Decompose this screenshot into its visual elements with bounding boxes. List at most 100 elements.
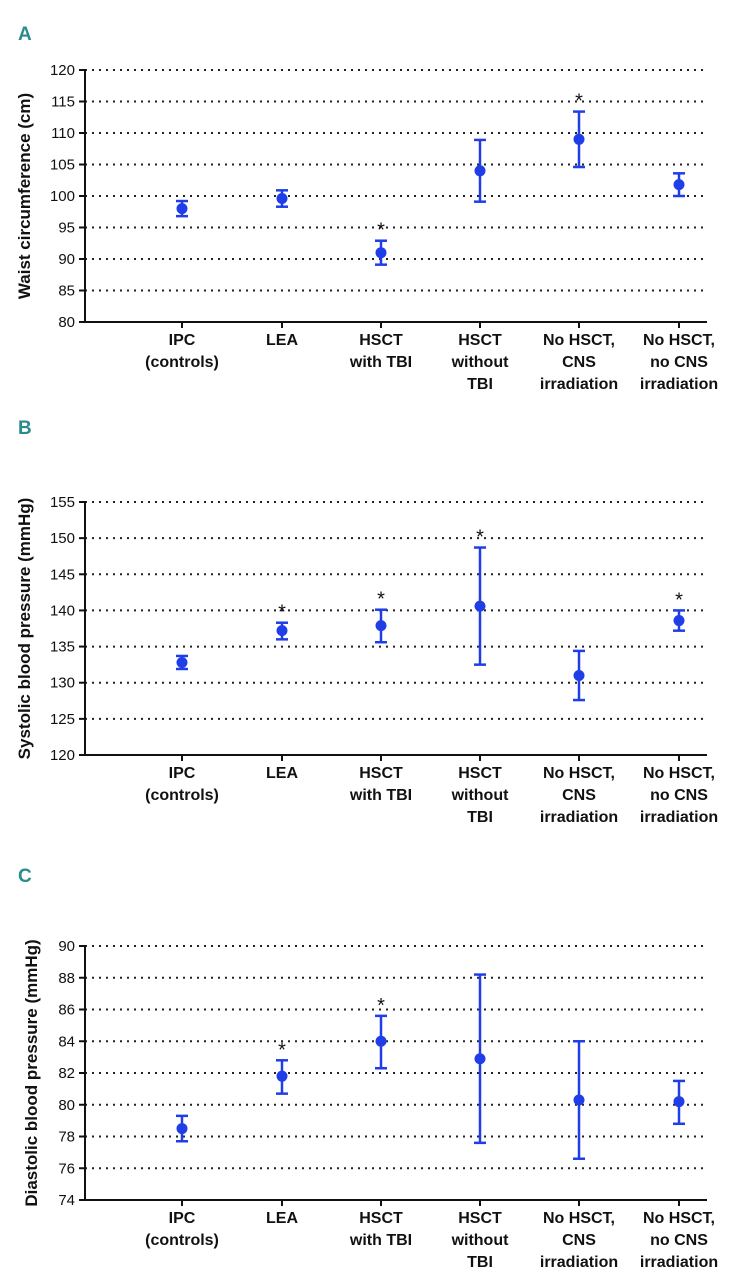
x-category-label: (controls) <box>145 354 219 371</box>
data-point <box>474 1053 486 1065</box>
x-category-label: IPC <box>169 332 196 349</box>
y-tick-label: 130 <box>50 675 75 692</box>
x-category-label: HSCT <box>359 765 403 782</box>
y-tick-label: 80 <box>58 314 75 331</box>
data-point <box>573 133 585 145</box>
significance-marker: * <box>377 220 385 242</box>
data-point <box>176 203 188 215</box>
x-category-label: LEA <box>266 765 298 782</box>
y-tick-label: 78 <box>58 1129 75 1146</box>
x-category-label: irradiation <box>640 1254 718 1271</box>
y-tick-label: 155 <box>50 494 75 511</box>
y-tick-label: 145 <box>50 566 75 583</box>
data-point <box>474 165 486 177</box>
significance-marker: * <box>377 995 385 1017</box>
data-point <box>673 615 685 627</box>
data-point <box>276 193 288 205</box>
x-category-label: irradiation <box>640 809 718 826</box>
x-category-label: without <box>451 1232 510 1249</box>
x-category-label: HSCT <box>359 1210 403 1227</box>
significance-marker: * <box>476 527 484 549</box>
x-category-label: no CNS <box>650 354 708 371</box>
significance-marker: * <box>675 589 683 611</box>
y-tick-label: 90 <box>58 251 75 268</box>
x-category-label: no CNS <box>650 1232 708 1249</box>
x-category-label: with TBI <box>349 354 412 371</box>
x-category-label: TBI <box>467 376 493 393</box>
panel-letter: B <box>18 418 32 439</box>
x-category-label: no CNS <box>650 787 708 804</box>
y-tick-label: 115 <box>51 94 75 111</box>
y-tick-label: 74 <box>58 1192 75 1209</box>
y-tick-label: 90 <box>58 938 75 955</box>
data-point <box>176 1123 188 1135</box>
data-point <box>276 1070 288 1082</box>
x-category-label: CNS <box>562 787 596 804</box>
x-category-label: No HSCT, <box>543 765 615 782</box>
significance-marker: * <box>377 589 385 611</box>
x-category-label: HSCT <box>458 765 502 782</box>
x-category-label: with TBI <box>349 1232 412 1249</box>
y-tick-label: 135 <box>50 639 75 656</box>
data-point <box>573 669 585 681</box>
x-category-label: HSCT <box>458 332 502 349</box>
panel-letter: C <box>18 866 32 887</box>
y-tick-label: 110 <box>51 125 75 142</box>
panel-letter: A <box>18 24 32 45</box>
x-category-label: without <box>451 354 510 371</box>
x-category-label: HSCT <box>359 332 403 349</box>
data-point <box>573 1094 585 1106</box>
x-category-label: No HSCT, <box>543 332 615 349</box>
y-tick-label: 88 <box>58 970 75 987</box>
x-category-label: No HSCT, <box>543 1210 615 1227</box>
x-category-label: (controls) <box>145 787 219 804</box>
x-category-label: without <box>451 787 510 804</box>
y-tick-label: 150 <box>50 530 75 547</box>
x-category-label: irradiation <box>540 376 618 393</box>
x-category-label: (controls) <box>145 1232 219 1249</box>
x-category-label: TBI <box>467 1254 493 1271</box>
x-category-label: LEA <box>266 1210 298 1227</box>
y-tick-label: 80 <box>58 1097 75 1114</box>
data-point <box>673 1096 685 1108</box>
significance-marker: * <box>278 602 286 624</box>
x-category-label: irradiation <box>640 376 718 393</box>
y-tick-label: 85 <box>58 283 75 300</box>
data-point <box>474 600 486 612</box>
y-tick-label: 86 <box>58 1002 75 1019</box>
x-category-label: irradiation <box>540 809 618 826</box>
x-category-label: HSCT <box>458 1210 502 1227</box>
x-category-label: with TBI <box>349 787 412 804</box>
data-point <box>673 179 685 191</box>
x-category-label: No HSCT, <box>643 1210 715 1227</box>
x-category-label: irradiation <box>540 1254 618 1271</box>
x-category-label: No HSCT, <box>643 332 715 349</box>
data-point <box>375 1035 387 1047</box>
significance-marker: * <box>575 91 583 113</box>
y-tick-label: 82 <box>58 1065 75 1082</box>
x-category-label: LEA <box>266 332 298 349</box>
data-point <box>176 656 188 668</box>
y-axis-title: Waist circumference (cm) <box>15 93 34 299</box>
y-tick-label: 120 <box>50 62 75 79</box>
x-category-label: TBI <box>467 809 493 826</box>
y-tick-label: 100 <box>50 188 75 205</box>
data-point <box>375 620 387 632</box>
y-tick-label: 76 <box>58 1160 75 1177</box>
x-category-label: No HSCT, <box>643 765 715 782</box>
x-category-label: CNS <box>562 1232 596 1249</box>
x-category-label: IPC <box>169 765 196 782</box>
significance-marker: * <box>278 1039 286 1061</box>
y-tick-label: 140 <box>50 602 75 619</box>
y-axis-title: Systolic blood pressure (mmHg) <box>15 498 34 760</box>
x-category-label: CNS <box>562 354 596 371</box>
y-tick-label: 84 <box>58 1033 75 1050</box>
y-tick-label: 125 <box>50 711 75 728</box>
y-axis-title: Diastolic blood pressure (mmHg) <box>22 939 41 1206</box>
data-point <box>375 247 387 259</box>
y-tick-label: 120 <box>50 747 75 764</box>
y-tick-label: 95 <box>58 220 75 237</box>
x-category-label: IPC <box>169 1210 196 1227</box>
y-tick-label: 105 <box>50 157 75 174</box>
